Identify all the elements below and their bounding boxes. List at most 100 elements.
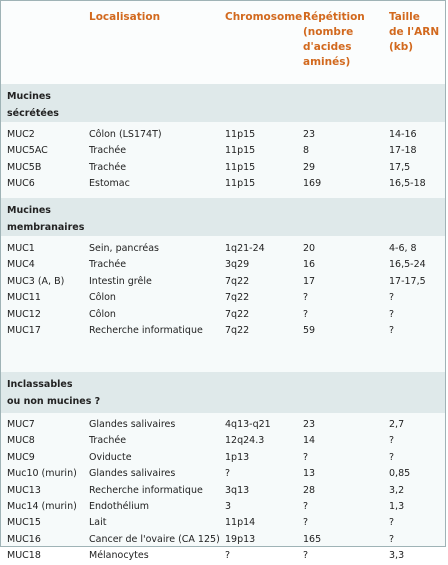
table-cell: 169 xyxy=(303,178,322,190)
table-cell: 13 xyxy=(303,468,316,480)
header-taille-arn: Taille de l'ARN (kb) xyxy=(389,11,440,53)
table-cell: ? xyxy=(389,325,395,336)
table-cell: 29 xyxy=(303,161,316,173)
table-cell: 7q22 xyxy=(225,292,250,304)
table-cell: ? xyxy=(303,501,309,512)
table-cell: Trachée xyxy=(89,259,127,271)
table-cell: Oviducte xyxy=(89,451,132,463)
table-cell: 8 xyxy=(303,145,310,157)
table-header: Localisation Chromosome Répétition (nomb… xyxy=(1,1,445,84)
table-cell: 7q22 xyxy=(225,325,250,336)
table-cell: MUC7 xyxy=(7,419,35,430)
table-cell: 12q24.3 xyxy=(225,435,265,447)
table-row: MUC3 (A, B) Intestin grêle 7q22 17 17-17,5 xyxy=(1,274,445,290)
section-title: Mucines sécrétées xyxy=(7,91,59,119)
table-cell: ? xyxy=(303,308,309,320)
table-cell: 3 xyxy=(225,501,232,512)
table-cell: MUC5AC xyxy=(7,145,48,157)
table-cell: ? xyxy=(389,292,395,304)
table-cell: 28 xyxy=(303,484,316,496)
table-cell: ? xyxy=(303,451,309,463)
table-cell: ? xyxy=(389,308,395,320)
table-row: MUC1 Sein, pancréas 1q21-24 20 4-6, 8 xyxy=(1,241,445,257)
table-cell: 16,5-24 xyxy=(389,259,426,271)
table-cell: Lait xyxy=(89,517,107,529)
table-cell: 17-17,5 xyxy=(389,275,426,287)
table-cell: ? xyxy=(389,533,395,545)
table-cell: 16,5-18 xyxy=(389,178,426,190)
table-cell: 2,7 xyxy=(389,419,405,430)
header-localisation: Localisation xyxy=(89,11,161,23)
table-cell: MUC6 xyxy=(7,178,35,190)
table-row: MUC13 Recherche informatique 3q13 28 3,2 xyxy=(1,483,445,499)
table-cell: 1q21-24 xyxy=(225,243,265,254)
table-row: MUC2 Côlon (LS174T) 11p15 23 14-16 xyxy=(1,127,445,143)
table-cell: 11p15 xyxy=(225,161,256,173)
table-cell: 11p15 xyxy=(225,145,256,157)
table-cell: MUC1 xyxy=(7,243,35,254)
table-cell: Glandes salivaires xyxy=(89,468,176,480)
table-cell: ? xyxy=(225,550,231,562)
table-cell: 14-16 xyxy=(389,129,417,140)
table-cell: 19p13 xyxy=(225,533,256,545)
table-cell: Trachée xyxy=(89,435,127,447)
section-title: Mucines membranaires xyxy=(7,205,85,233)
table-cell: MUC15 xyxy=(7,517,41,529)
table-cell: 17 xyxy=(303,275,316,287)
table-row: MUC18 Mélanocytes?? 3,3 xyxy=(1,548,445,564)
table-cell: Endothélium xyxy=(89,501,150,512)
table-row: MUC17 Recherche informatique 7q22 59? xyxy=(1,323,445,339)
section-title: Inclassables ou non mucines ? xyxy=(7,379,101,407)
table-cell: Côlon xyxy=(89,308,116,320)
table-cell: Muc14 (murin) xyxy=(7,501,77,512)
table-row: MUC7 Glandes salivaires 4q13-q21 23 2,7 xyxy=(1,417,445,433)
table-cell: 14 xyxy=(303,435,316,447)
table-row: MUC4 Trachée 3q29 16 16,5-24 xyxy=(1,257,445,273)
table-cell: 7q22 xyxy=(225,308,250,320)
table-cell: 17,5 xyxy=(389,161,411,173)
table-cell: MUC11 xyxy=(7,292,41,304)
table-cell: Glandes salivaires xyxy=(89,419,176,430)
section-header: Inclassables ou non mucines ? xyxy=(1,372,445,413)
table-row: MUC5AC Trachée 11p15 8 17-18 xyxy=(1,143,445,159)
table-cell: MUC17 xyxy=(7,325,41,336)
table-cell: MUC3 (A, B) xyxy=(7,275,65,287)
table-row: MUC6 Estomac 11p15 169 16,5-18 xyxy=(1,176,445,192)
table-row: MUC5B Trachée 11p15 29 17,5 xyxy=(1,160,445,176)
table-row: MUC9 Oviducte 1p13?? xyxy=(1,450,445,466)
table-cell: ? xyxy=(389,451,395,463)
table-cell: MUC16 xyxy=(7,533,41,545)
table-row: Muc10 (murin) Glandes salivaires? 13 0,85 xyxy=(1,466,445,482)
table-cell: MUC9 xyxy=(7,451,35,463)
table-cell: Sein, pancréas xyxy=(89,243,159,254)
table-row: MUC12 Côlon 7q22?? xyxy=(1,307,445,323)
table-cell: ? xyxy=(303,292,309,304)
table-cell: 11p14 xyxy=(225,517,256,529)
table-cell: 3,3 xyxy=(389,550,405,562)
table-cell: Côlon (LS174T) xyxy=(89,129,162,140)
table-cell: Recherche informatique xyxy=(89,484,203,496)
table-cell: 4q13-q21 xyxy=(225,419,271,430)
table-cell: Mélanocytes xyxy=(89,550,149,562)
table-cell: Muc10 (murin) xyxy=(7,468,77,480)
table-cell: 0,85 xyxy=(389,468,411,480)
table-cell: Cancer de l'ovaire (CA 125) xyxy=(89,533,220,545)
table-cell: Intestin grêle xyxy=(89,275,152,287)
table-cell: 11p15 xyxy=(225,178,256,190)
table-cell: 3q13 xyxy=(225,484,250,496)
table-cell: 3q29 xyxy=(225,259,250,271)
table-cell: MUC2 xyxy=(7,129,35,140)
table-cell: MUC12 xyxy=(7,308,41,320)
table-cell: 59 xyxy=(303,325,316,336)
table-cell: ? xyxy=(389,435,395,447)
table-cell: ? xyxy=(303,517,309,529)
table-cell: 16 xyxy=(303,259,316,271)
table-cell: 1p13 xyxy=(225,451,250,463)
table-cell: Trachée xyxy=(89,161,127,173)
table-row: MUC8 Trachée 12q24.3 14? xyxy=(1,433,445,449)
table-cell: MUC18 xyxy=(7,550,41,562)
table-cell: 165 xyxy=(303,533,322,545)
table-cell: MUC4 xyxy=(7,259,35,271)
table-cell: 23 xyxy=(303,129,316,140)
table-cell: Estomac xyxy=(89,178,130,190)
